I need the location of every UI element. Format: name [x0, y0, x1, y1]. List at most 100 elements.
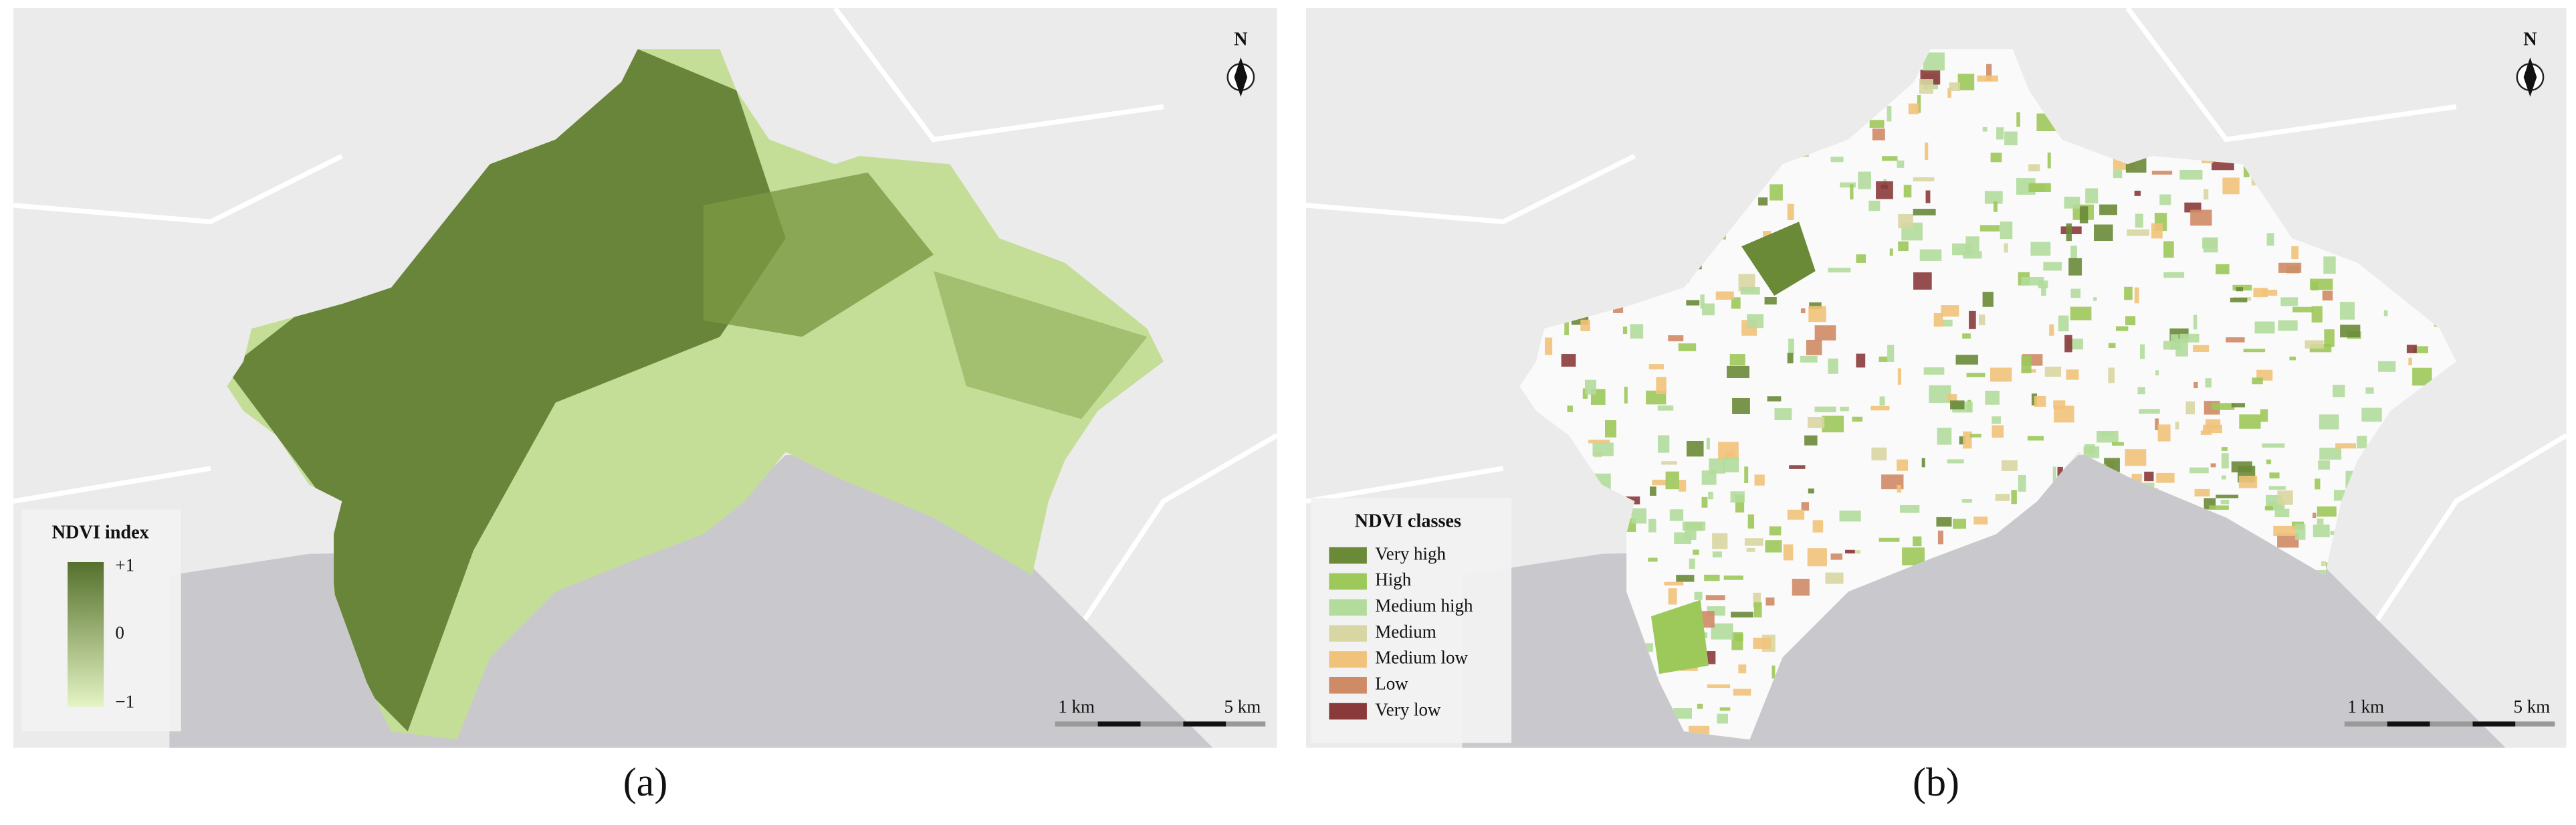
- class-patch: [1808, 306, 1826, 323]
- ndvi-raster: [227, 49, 1148, 732]
- class-patch: [2264, 506, 2273, 511]
- class-patch: [1727, 365, 1749, 378]
- class-patch: [1993, 201, 1998, 212]
- class-patch: [2155, 370, 2159, 375]
- class-patch: [1852, 416, 1863, 422]
- class-patch: [2137, 387, 2145, 395]
- class-patch: [1992, 416, 2001, 424]
- class-patch: [2053, 400, 2066, 409]
- class-patch: [1947, 394, 1957, 402]
- class-patch: [2189, 467, 2209, 474]
- class-patch: [2383, 310, 2388, 316]
- class-patch: [1744, 538, 1763, 546]
- class-patch: [2221, 475, 2226, 480]
- class-patch: [1887, 345, 1895, 362]
- class-patch: [1808, 416, 1825, 428]
- class-patch: [2108, 343, 2116, 349]
- class-patch: [1919, 249, 1942, 261]
- class-patch: [1828, 268, 1851, 273]
- class-patch: [2260, 409, 2268, 422]
- class-patch: [2043, 262, 2062, 271]
- class-patch: [1913, 177, 1935, 182]
- class-patch: [2221, 453, 2229, 469]
- class-patch: [2222, 177, 2240, 195]
- class-patch: [2313, 513, 2317, 519]
- class-patch: [1734, 634, 1743, 642]
- class-patch: [2058, 315, 2069, 332]
- class-patch: [1830, 553, 1842, 560]
- class-patch: [2378, 361, 2396, 372]
- class-patch: [1765, 540, 1782, 553]
- class-patch: [1937, 428, 1952, 445]
- class-patch: [2202, 238, 2218, 249]
- class-patch: [1753, 602, 1762, 618]
- class-patch: [1908, 103, 1919, 114]
- class-patch: [2268, 501, 2285, 510]
- class-patch: [1652, 479, 1669, 486]
- class-patch: [2070, 246, 2077, 259]
- class-patch: [1705, 595, 1725, 601]
- legend-swatch: [1329, 676, 1367, 694]
- class-patch: [1723, 575, 1743, 580]
- class-patch: [1840, 182, 1856, 188]
- class-patch: [2236, 287, 2244, 292]
- class-patch: [1747, 514, 1755, 529]
- class-patch: [1897, 459, 1909, 471]
- class-patch: [1933, 312, 1943, 327]
- class-patch: [1952, 243, 1973, 256]
- class-patch: [1996, 127, 2004, 140]
- legend-swatch: [1329, 651, 1367, 668]
- legend-swatch: [1329, 547, 1367, 564]
- class-patch: [2108, 367, 2115, 383]
- class-patch: [1783, 544, 1794, 561]
- class-patch: [1889, 248, 1893, 256]
- class-patch: [1767, 396, 1782, 401]
- class-patch: [1879, 537, 1900, 542]
- class-patch: [2047, 152, 2051, 169]
- class-patch: [1898, 213, 1913, 229]
- class-patch: [1995, 494, 2010, 501]
- class-patch: [1950, 400, 1965, 409]
- class-patch: [1825, 572, 1844, 584]
- north-arrow: [1226, 57, 1255, 97]
- class-patch: [1545, 337, 1553, 355]
- class-patch: [2212, 403, 2235, 410]
- class-patch: [2202, 160, 2214, 163]
- class-patch: [1689, 558, 1695, 569]
- class-patch: [2205, 378, 2212, 388]
- class-patch: [2193, 314, 2197, 330]
- class-patch: [2278, 262, 2302, 273]
- class-patch: [1717, 713, 1729, 724]
- class-patch: [2134, 287, 2139, 304]
- class-patch: [2066, 223, 2072, 242]
- class-patch: [1882, 156, 1898, 161]
- class-patch: [2125, 316, 2136, 326]
- class-patch: [1707, 684, 1731, 689]
- class-patch: [1733, 689, 1751, 696]
- legend-label: Very high: [1375, 543, 1446, 563]
- class-patch: [2175, 422, 2179, 430]
- class-patch: [2011, 490, 2017, 505]
- class-patch: [1898, 241, 1909, 252]
- class-patch: [2289, 356, 2296, 361]
- class-patch: [1754, 474, 1765, 486]
- class-patch: [1712, 551, 1723, 558]
- class-patch: [1856, 254, 1866, 263]
- class-patch: [2243, 166, 2250, 177]
- class-patch: [1719, 707, 1731, 711]
- class-patch: [2004, 131, 2018, 146]
- class-patch: [2304, 340, 2324, 349]
- class-patch: [2335, 443, 2356, 449]
- class-patch: [2028, 164, 2040, 172]
- class-patch: [1897, 484, 1902, 493]
- class-patch: [2278, 320, 2298, 331]
- legend-swatch: [1329, 625, 1367, 642]
- class-patch: [1897, 368, 1902, 385]
- class-patch: [2317, 506, 2337, 517]
- class-patch: [2016, 112, 2020, 127]
- class-patch: [2311, 282, 2319, 291]
- class-patch: [1990, 367, 2012, 382]
- scale-bar: [2344, 721, 2555, 727]
- class-patch: [1729, 354, 1745, 366]
- class-patch: [2170, 334, 2179, 350]
